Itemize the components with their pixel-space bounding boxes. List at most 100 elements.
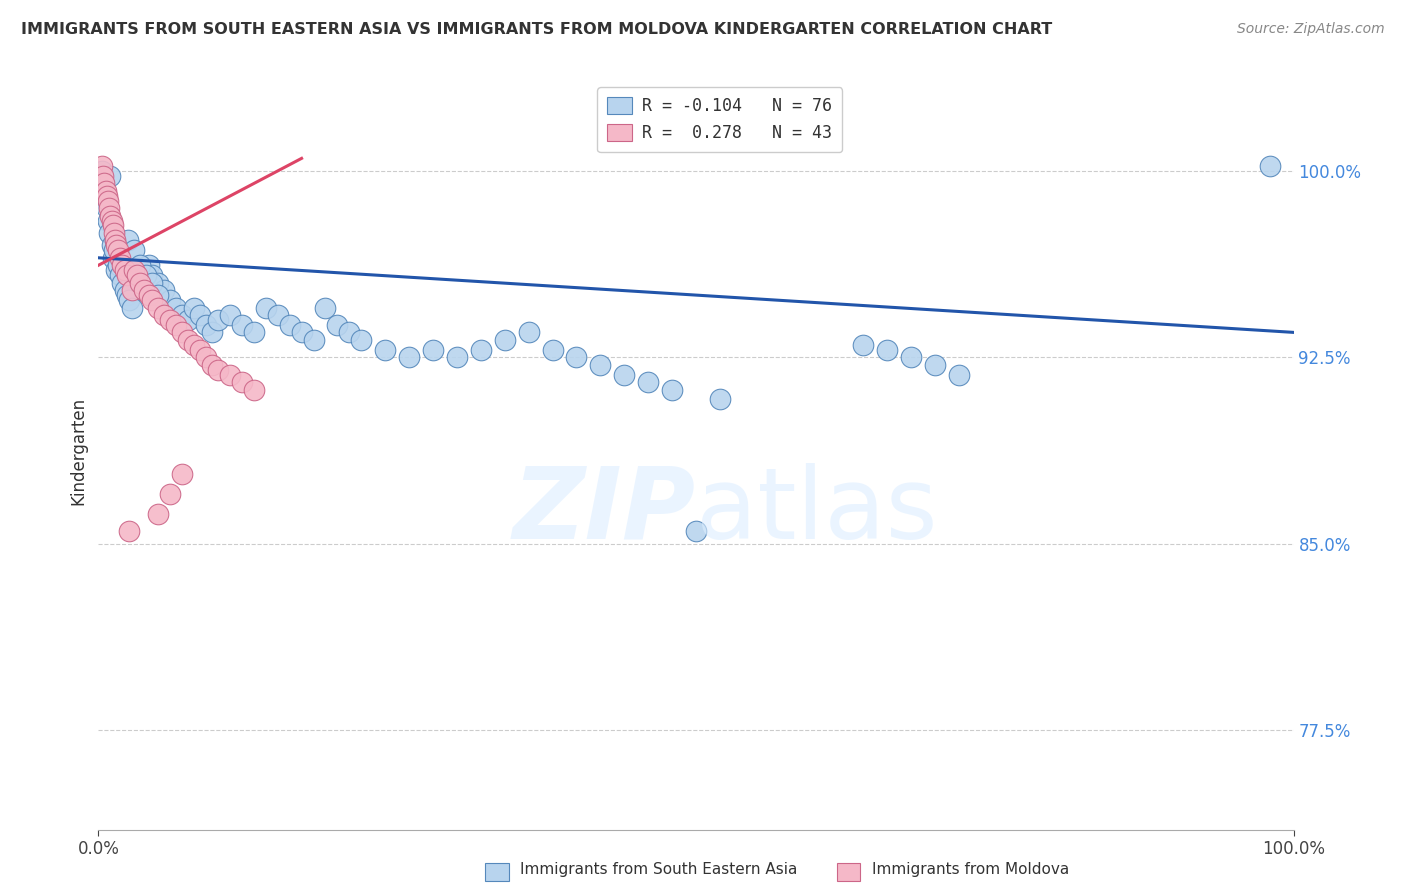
Point [135,268,157,283]
Point [207,362,229,376]
Point [103,226,125,240]
Point [94,184,117,198]
Point [243,383,266,397]
Point [159,313,181,327]
Point [148,276,170,290]
Point [195,318,218,332]
Point [125,268,148,283]
Point [172,467,194,481]
Point [118,524,141,539]
Point [231,375,253,389]
Point [172,308,194,322]
Point [153,308,176,322]
Point [148,301,170,315]
Point [91,169,114,183]
Point [446,350,468,364]
Point [98,169,122,183]
Point [613,368,636,382]
Point [132,283,155,297]
Point [685,524,707,539]
Point [494,333,516,347]
Point [201,358,224,372]
Point [98,201,121,215]
Point [114,283,136,297]
Point [201,326,224,340]
Point [129,276,152,290]
Point [107,244,129,258]
Point [661,383,683,397]
Point [254,301,277,315]
Point [541,343,564,357]
Point [101,251,124,265]
Legend: R = -0.104   N = 76, R =  0.278   N = 43: R = -0.104 N = 76, R = 0.278 N = 43 [598,87,842,152]
Point [159,487,181,501]
Point [517,326,540,340]
Point [183,301,205,315]
Point [138,288,160,302]
Point [267,308,290,322]
Point [148,507,170,521]
Point [852,338,875,352]
Text: atlas: atlas [696,463,938,559]
Point [876,343,898,357]
Point [374,343,396,357]
Point [589,358,612,372]
Point [141,268,163,283]
Point [98,209,122,223]
Point [121,301,143,315]
Point [141,293,163,307]
Point [153,283,176,297]
Point [948,368,970,382]
Point [111,276,134,290]
Point [219,308,242,322]
Point [278,318,301,332]
Point [94,194,117,208]
Point [98,226,121,240]
Point [315,301,337,315]
Text: Source: ZipAtlas.com: Source: ZipAtlas.com [1237,22,1385,37]
Point [93,188,115,202]
Point [91,176,114,190]
Point [93,176,115,190]
Point [132,283,155,297]
Point [177,313,200,327]
Text: ZIP: ZIP [513,463,696,559]
Point [565,350,588,364]
Point [709,392,731,407]
Point [91,159,114,173]
Point [125,268,148,283]
Point [91,163,114,178]
Point [339,326,361,340]
Y-axis label: Kindergarten: Kindergarten [69,396,87,505]
Point [350,333,373,347]
Point [124,263,146,277]
Point [108,251,131,265]
Point [124,263,146,277]
Point [96,201,118,215]
Point [470,343,492,357]
Point [104,234,127,248]
Point [103,244,125,258]
Point [141,276,163,290]
Point [101,219,124,233]
Point [129,258,152,272]
Point [100,213,122,227]
Point [97,194,120,208]
Point [111,258,134,272]
Point [118,293,141,307]
Point [1258,159,1281,173]
Point [326,318,349,332]
Point [114,263,136,277]
Point [177,333,200,347]
Point [183,338,205,352]
Point [138,258,160,272]
Point [108,268,131,283]
Point [207,313,229,327]
Text: Immigrants from Moldova: Immigrants from Moldova [872,863,1069,877]
Text: Immigrants from South Eastern Asia: Immigrants from South Eastern Asia [520,863,797,877]
Point [243,326,266,340]
Point [115,288,138,302]
Point [148,288,170,302]
Point [172,326,194,340]
Point [129,276,152,290]
